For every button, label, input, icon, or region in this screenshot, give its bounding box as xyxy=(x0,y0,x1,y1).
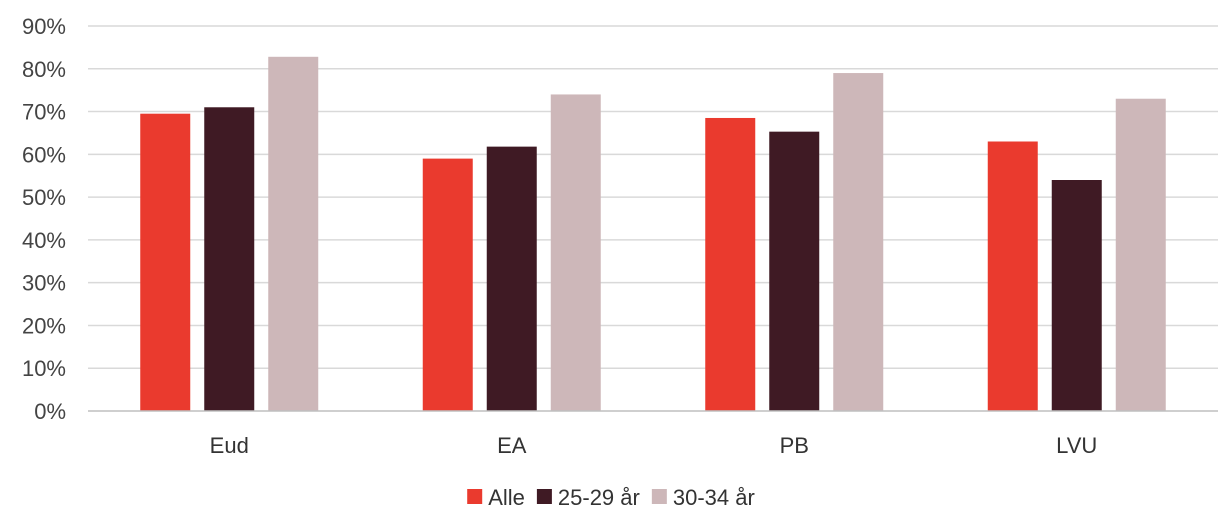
y-tick-label: 70% xyxy=(22,100,66,125)
bar-ea-series-1 xyxy=(422,158,473,411)
y-tick-label: 90% xyxy=(22,14,66,39)
y-tick-label: 0% xyxy=(34,399,66,424)
x-tick-label: Eud xyxy=(210,433,249,458)
y-tick-label: 60% xyxy=(22,142,66,167)
y-tick-label: 80% xyxy=(22,57,66,82)
y-tick-label: 10% xyxy=(22,356,66,381)
legend-swatch xyxy=(536,489,552,504)
bar-lvu-series-1 xyxy=(987,141,1038,411)
y-tick-label: 50% xyxy=(22,185,66,210)
legend-label: 25-29 år xyxy=(558,485,640,510)
gridlines xyxy=(88,25,1218,369)
y-axis-tick-labels: 0% 10% 20% 30% 40% 50% 60% 70% 80% 90% xyxy=(22,14,66,424)
x-tick-label: EA xyxy=(497,433,527,458)
bar-pb-series-2 xyxy=(769,131,820,411)
x-tick-label: LVU xyxy=(1056,433,1097,458)
bar-lvu-series-3 xyxy=(1115,98,1166,411)
y-tick-label: 40% xyxy=(22,228,66,253)
bar-lvu-series-2 xyxy=(1051,180,1102,411)
bars xyxy=(140,56,1166,412)
legend: Alle 25-29 år 30-34 år xyxy=(467,485,755,510)
bar-ea-series-2 xyxy=(486,146,537,411)
legend-swatch xyxy=(651,489,667,504)
legend-swatch xyxy=(467,489,483,504)
bar-eud-series-3 xyxy=(268,56,319,412)
x-tick-label: PB xyxy=(780,433,809,458)
legend-label: 30-34 år xyxy=(673,485,755,510)
bar-eud-series-1 xyxy=(140,113,191,411)
bar-eud-series-2 xyxy=(204,107,255,412)
bar-pb-series-1 xyxy=(705,117,756,411)
bar-pb-series-3 xyxy=(833,73,884,412)
x-axis-category-labels: Eud EA PB LVU xyxy=(210,433,1098,458)
y-tick-label: 20% xyxy=(22,313,66,338)
bar-ea-series-3 xyxy=(550,94,601,411)
legend-label: Alle xyxy=(488,485,525,510)
y-tick-label: 30% xyxy=(22,271,66,296)
